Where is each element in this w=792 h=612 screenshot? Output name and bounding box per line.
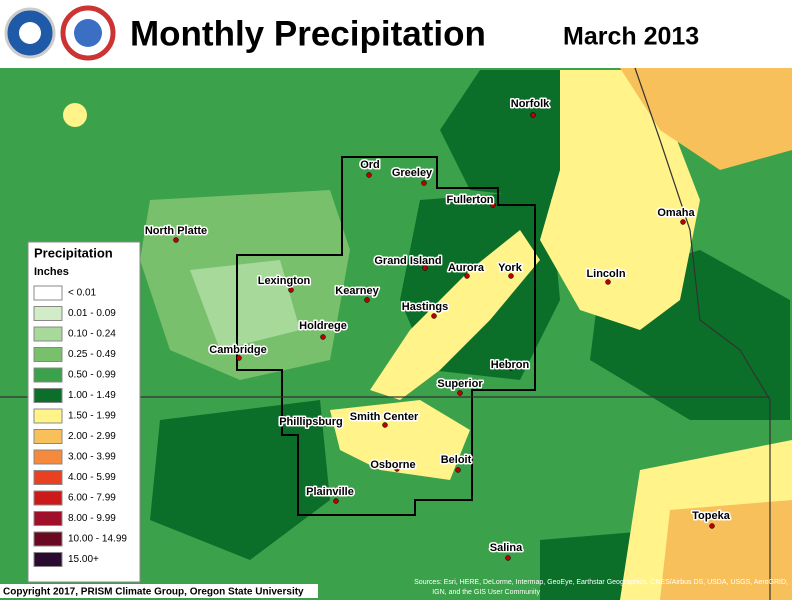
legend-label: < 0.01 (68, 288, 97, 299)
legend-label: 0.01 - 0.09 (68, 308, 116, 319)
header-bg (0, 0, 792, 68)
region-outline (236, 156, 536, 516)
city-dot (508, 273, 514, 279)
city-dot (455, 467, 461, 473)
city-dot (382, 422, 388, 428)
legend-swatch (33, 388, 63, 403)
city-dot (236, 355, 242, 361)
city-label: Plainville (306, 486, 354, 498)
city-dot (333, 498, 339, 504)
legend-swatch (33, 511, 63, 526)
legend-swatch (33, 367, 63, 383)
copyright: Copyright 2017, PRISM Climate Group, Ore… (3, 587, 304, 598)
legend-label: 3.00 - 3.99 (68, 452, 116, 463)
city-label: York (498, 262, 523, 274)
legend-swatch (33, 429, 63, 444)
city-label: Smith Center (350, 411, 419, 423)
period: March 2013 (563, 23, 699, 51)
legend-label: 8.00 - 9.99 (68, 513, 116, 524)
legend-rows: < 0.01 0.01 - 0.09 0.10 - 0.24 0.25 - 0.49 0… (33, 285, 127, 567)
city-dot (508, 365, 514, 371)
city-dot (320, 334, 326, 340)
city-dot (394, 466, 400, 472)
city-dot (421, 180, 427, 186)
city-label: Greeley (392, 167, 433, 179)
city-label: North Platte (145, 225, 207, 237)
city-label: Phillipsburg (279, 416, 343, 428)
city-label: Hastings (402, 301, 448, 313)
city-label: Lincoln (586, 268, 625, 280)
city-label: Kearney (335, 285, 379, 297)
city-label: Omaha (657, 207, 695, 219)
legend-label: 4.00 - 5.99 (68, 472, 116, 483)
city-dot (431, 313, 437, 319)
city-label: Norfolk (511, 98, 550, 110)
city-label: Aurora (448, 262, 485, 274)
city-label: Salina (490, 542, 523, 554)
city-label: Topeka (692, 510, 731, 522)
legend-label: 0.10 - 0.24 (68, 329, 116, 340)
legend-unit: Inches (34, 266, 69, 278)
city-dot (680, 219, 686, 225)
city-dot (709, 523, 715, 529)
city-label: Holdrege (299, 320, 347, 332)
legend-swatch (33, 326, 63, 342)
legend-label: 0.50 - 0.99 (68, 370, 116, 381)
sources-line: Sources: Esri, HERE, DeLorme, Intermap, … (414, 579, 788, 586)
legend-swatch (33, 347, 63, 362)
city-dot (366, 172, 372, 178)
city-dot (288, 287, 294, 293)
title: Monthly Precipitation (130, 14, 486, 53)
city-label: Osborne (370, 459, 415, 471)
legend-label: 1.50 - 1.99 (68, 411, 116, 422)
city-dot (505, 555, 511, 561)
city-label: Superior (437, 378, 483, 390)
legend-label: 15.00+ (68, 554, 99, 565)
copyright-bg (0, 584, 318, 598)
city-dot (490, 202, 496, 208)
legend-swatch (33, 408, 63, 424)
city-dot (605, 279, 611, 285)
logos (4, 5, 116, 61)
legend-title: Precipitation (34, 245, 113, 260)
legend-swatch (33, 470, 63, 485)
city-dot (422, 265, 428, 271)
city-label: Grand Island (374, 255, 441, 267)
cities: Norfolk Ord Greeley Fullerton North Platte Om… (143, 96, 732, 561)
legend-swatch (33, 285, 63, 301)
legend-swatch (33, 531, 63, 547)
legend-swatch (33, 552, 63, 567)
sources-line: IGN, and the GIS User Community (432, 589, 540, 596)
city-dot (464, 273, 470, 279)
city-label: Beloit (441, 454, 472, 466)
city-dot (530, 112, 536, 118)
legend-label: 6.00 - 7.99 (68, 493, 116, 504)
legend-swatch (33, 449, 63, 465)
legend-label: 1.00 - 1.49 (68, 390, 116, 401)
city-dot (316, 421, 322, 427)
city-dot (173, 237, 179, 243)
city-label: Lexington (258, 275, 311, 287)
city-label: Hebron (491, 359, 530, 371)
city-dot (364, 297, 370, 303)
legend-label: 10.00 - 14.99 (68, 534, 127, 545)
legend-swatch (33, 306, 63, 321)
legend-label: 2.00 - 2.99 (68, 431, 116, 442)
city-label: Fullerton (446, 194, 493, 206)
legend-label: 0.25 - 0.49 (68, 349, 116, 360)
city-dot (457, 390, 463, 396)
legend-swatch (33, 490, 63, 506)
city-label: Ord (360, 159, 380, 171)
city-label: Cambridge (209, 344, 266, 356)
legend: Precipitation Inches < 0.01 0.01 - 0.09 0.… (27, 241, 141, 583)
